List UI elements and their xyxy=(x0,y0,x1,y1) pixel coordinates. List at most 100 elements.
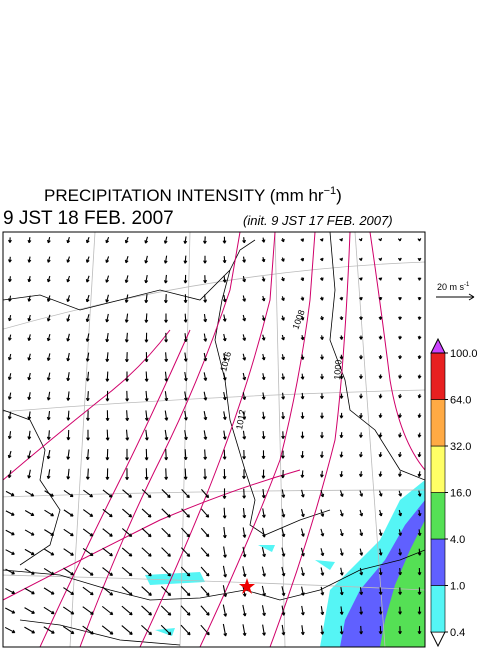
wind-arrow xyxy=(105,448,110,461)
wind-arrow xyxy=(44,529,55,536)
wind-arrow xyxy=(222,449,227,460)
wind-arrow xyxy=(359,335,363,340)
wind-arrow xyxy=(417,432,422,438)
wind-arrow xyxy=(82,586,94,596)
wind-arrow xyxy=(378,432,383,438)
wind-arrow xyxy=(7,353,12,361)
wind-arrow xyxy=(398,509,403,517)
wind-arrow xyxy=(141,605,152,616)
wind-arrow xyxy=(300,470,305,478)
wind-arrow xyxy=(261,450,266,459)
wind-arrow xyxy=(82,567,94,576)
wind-arrow xyxy=(24,626,36,634)
wind-arrow xyxy=(105,256,110,263)
wind-arrow xyxy=(5,529,15,536)
wind-arrow xyxy=(105,390,110,402)
wind-arrow xyxy=(281,257,285,262)
wind-arrow xyxy=(339,237,343,242)
wind-arrow xyxy=(261,508,266,518)
wind-arrow xyxy=(378,548,383,556)
colorbar-band xyxy=(430,585,446,633)
wind-arrow xyxy=(85,275,90,283)
wind-arrow xyxy=(378,355,383,360)
wind-arrow xyxy=(164,371,169,382)
wind-arrow xyxy=(417,567,422,576)
title-close: ) xyxy=(336,186,342,205)
wind-arrow xyxy=(222,314,227,322)
wind-arrow xyxy=(417,471,422,477)
wind-arrow xyxy=(281,411,286,420)
isobar-label: 1000 xyxy=(332,359,344,380)
wind-arrow xyxy=(27,334,32,342)
wind-arrow xyxy=(7,431,12,440)
wind-arrow xyxy=(66,391,71,401)
wind-arrow xyxy=(222,527,227,539)
wind-vectors xyxy=(4,236,422,637)
wind-arrow xyxy=(261,585,266,597)
wind-arrow xyxy=(66,352,71,362)
wind-arrow xyxy=(122,508,133,518)
wind-arrow xyxy=(203,449,208,460)
wind-arrow xyxy=(339,296,344,301)
wind-arrow xyxy=(417,238,422,242)
wind-arrow xyxy=(398,568,403,576)
wind-arrow xyxy=(27,237,32,244)
wind-arrow xyxy=(339,316,344,321)
wind-arrow xyxy=(378,335,383,340)
wind-arrow xyxy=(66,314,71,322)
wind-arrow xyxy=(339,470,344,478)
wind-arrow xyxy=(105,294,110,303)
wind-arrow xyxy=(261,237,266,243)
wind-arrow xyxy=(203,333,208,342)
map-frame xyxy=(2,231,426,648)
wind-arrow xyxy=(66,333,71,342)
wind-arrow xyxy=(105,371,110,382)
wind-arrow xyxy=(242,314,247,322)
wind-arrow xyxy=(417,451,422,458)
wind-arrow xyxy=(63,489,74,498)
wind-arrow xyxy=(417,296,422,301)
wind-arrow xyxy=(8,276,12,283)
wind-arrow xyxy=(339,393,344,399)
wind-arrow xyxy=(105,236,110,244)
wind-arrow xyxy=(5,588,16,595)
wind-arrow xyxy=(27,450,31,459)
wind-arrow xyxy=(398,626,402,635)
wind-arrow xyxy=(378,296,383,301)
wind-arrow xyxy=(203,352,208,362)
wind-arrow xyxy=(417,413,422,418)
wind-arrow xyxy=(281,489,286,498)
wind-arrow xyxy=(242,527,247,538)
wind-arrow xyxy=(66,410,71,421)
wind-arrow xyxy=(46,391,51,401)
wind-arrow xyxy=(339,528,344,537)
wind-arrow xyxy=(242,256,246,263)
wind-arrow xyxy=(261,431,266,440)
colorbar-band xyxy=(430,399,446,447)
wind-arrow xyxy=(203,430,208,440)
wind-arrow xyxy=(203,275,207,284)
wind-arrow xyxy=(222,256,227,264)
wind-arrow xyxy=(46,449,51,460)
wind-arrow xyxy=(46,333,51,342)
wind-arrow xyxy=(281,586,286,597)
wind-arrow xyxy=(417,548,422,556)
wind-arrow xyxy=(417,257,422,262)
wind-arrow xyxy=(261,315,266,322)
wind-arrow xyxy=(101,625,114,635)
wind-arrow xyxy=(300,489,305,498)
wind-arrow xyxy=(398,335,402,340)
wind-arrow xyxy=(222,275,227,283)
wind-arrow xyxy=(183,352,188,362)
wind-arrow xyxy=(183,274,188,284)
wind-arrow xyxy=(66,372,71,382)
wind-arrow xyxy=(183,449,188,461)
wind-arrow xyxy=(398,432,402,438)
wind-arrow xyxy=(43,626,55,634)
wind-arrow xyxy=(300,277,305,282)
wind-arrow xyxy=(164,449,169,461)
wind-arrow xyxy=(222,507,227,519)
wind-arrow xyxy=(378,393,383,399)
wind-arrow xyxy=(24,510,35,517)
wind-arrow xyxy=(7,411,12,420)
